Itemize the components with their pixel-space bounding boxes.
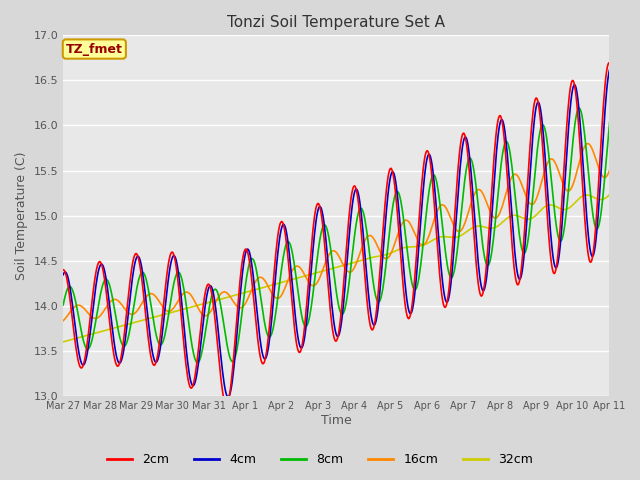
2cm [264, 337, 272, 343]
32cm [235, 291, 243, 297]
16cm [620, 125, 628, 131]
Line: 4cm: 4cm [63, 56, 640, 397]
4cm [448, 273, 456, 278]
8cm [236, 332, 243, 338]
2cm [60, 267, 67, 273]
16cm [235, 304, 243, 310]
8cm [612, 89, 620, 95]
X-axis label: Time: Time [321, 414, 351, 427]
Y-axis label: Soil Temperature (C): Soil Temperature (C) [15, 151, 28, 280]
32cm [447, 234, 455, 240]
32cm [60, 339, 67, 345]
32cm [285, 277, 293, 283]
4cm [236, 304, 243, 310]
Line: 16cm: 16cm [63, 128, 640, 321]
8cm [264, 333, 272, 339]
2cm [127, 267, 135, 273]
2cm [448, 254, 456, 260]
2cm [415, 215, 423, 221]
2cm [286, 278, 294, 284]
8cm [60, 302, 67, 308]
4cm [60, 272, 67, 277]
Title: Tonzi Soil Temperature Set A: Tonzi Soil Temperature Set A [227, 15, 445, 30]
16cm [285, 274, 293, 280]
32cm [127, 320, 135, 326]
8cm [286, 241, 294, 247]
4cm [127, 283, 135, 288]
16cm [264, 282, 271, 288]
4cm [224, 394, 232, 400]
8cm [194, 360, 202, 366]
Line: 8cm: 8cm [63, 92, 640, 363]
8cm [415, 274, 423, 279]
4cm [286, 258, 294, 264]
Line: 32cm: 32cm [63, 185, 640, 342]
Line: 2cm: 2cm [63, 45, 640, 405]
16cm [447, 216, 455, 222]
8cm [448, 275, 456, 280]
32cm [620, 182, 627, 188]
4cm [415, 240, 423, 246]
32cm [264, 283, 271, 289]
4cm [264, 347, 272, 352]
2cm [223, 402, 230, 408]
Text: TZ_fmet: TZ_fmet [66, 43, 123, 56]
2cm [236, 286, 243, 292]
32cm [415, 244, 422, 250]
8cm [127, 318, 135, 324]
16cm [60, 318, 67, 324]
Legend: 2cm, 4cm, 8cm, 16cm, 32cm: 2cm, 4cm, 8cm, 16cm, 32cm [102, 448, 538, 471]
16cm [415, 239, 422, 244]
16cm [127, 312, 135, 317]
